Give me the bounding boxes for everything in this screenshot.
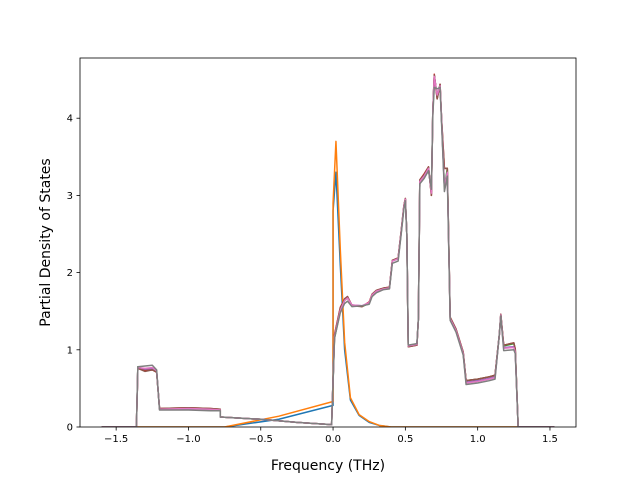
series-layer xyxy=(101,73,555,427)
y-tick-label: 4 xyxy=(67,114,73,125)
x-axis-ticks: −1.5 −1.0 −0.5 0.0 0.5 1.0 1.5 xyxy=(104,427,558,445)
x-tick-label: 0.0 xyxy=(325,434,341,445)
y-tick-label: 2 xyxy=(67,268,73,279)
plot-area xyxy=(80,58,576,427)
x-tick-label: −0.5 xyxy=(249,434,273,445)
x-tick-label: 1.0 xyxy=(470,434,486,445)
y-axis-ticks: 0 1 2 3 4 xyxy=(67,114,80,434)
x-tick-label: 1.5 xyxy=(542,434,558,445)
axes-frame xyxy=(79,57,577,428)
series-line-2 xyxy=(101,140,555,427)
x-tick-label: −1.5 xyxy=(104,434,128,445)
series-line-8 xyxy=(101,86,555,427)
y-axis-label: Partial Density of States xyxy=(38,158,54,326)
y-tick-label: 1 xyxy=(67,345,73,356)
x-tick-label: 0.5 xyxy=(397,434,413,445)
y-tick-label: 0 xyxy=(67,423,73,434)
x-axis-label: Frequency (THz) xyxy=(271,458,385,474)
x-tick-label: −1.0 xyxy=(176,434,200,445)
y-tick-label: 3 xyxy=(67,191,73,202)
